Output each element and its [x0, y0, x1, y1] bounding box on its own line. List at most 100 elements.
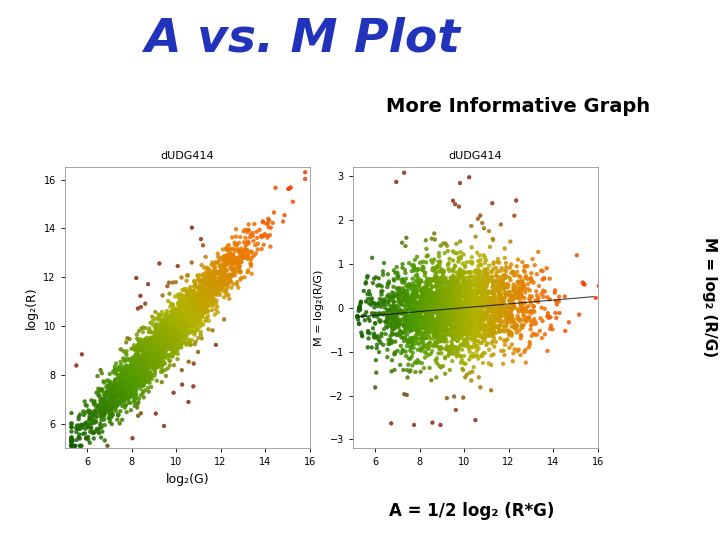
Point	[80, 424, 91, 433]
Point	[96, 409, 108, 418]
Point	[164, 332, 176, 340]
Point	[427, 293, 438, 302]
Point	[157, 336, 168, 345]
Point	[86, 424, 97, 433]
Point	[156, 357, 167, 366]
Point	[445, 310, 456, 319]
Point	[446, 325, 458, 334]
Point	[517, 305, 528, 314]
Point	[368, 332, 379, 340]
Point	[164, 319, 176, 328]
Point	[162, 341, 174, 350]
Point	[442, 327, 454, 335]
Point	[188, 298, 199, 307]
Point	[452, 321, 464, 330]
Point	[424, 301, 436, 309]
Point	[436, 306, 447, 314]
Point	[389, 314, 400, 323]
Point	[158, 335, 170, 343]
Point	[443, 326, 454, 334]
Point	[113, 382, 125, 391]
Point	[495, 297, 507, 306]
Point	[498, 285, 510, 294]
Point	[449, 310, 460, 319]
Point	[148, 346, 159, 355]
Point	[138, 342, 150, 351]
Point	[392, 294, 404, 303]
Point	[222, 273, 233, 282]
Point	[488, 317, 500, 326]
Point	[102, 387, 113, 395]
Point	[149, 334, 161, 343]
Point	[461, 298, 472, 307]
Point	[420, 309, 431, 318]
Point	[459, 301, 471, 309]
Point	[197, 303, 208, 312]
Point	[221, 256, 233, 265]
Point	[107, 380, 118, 388]
Point	[407, 294, 418, 303]
Point	[530, 320, 541, 328]
Point	[520, 358, 531, 367]
Point	[198, 286, 210, 295]
Point	[438, 337, 449, 346]
Point	[404, 367, 415, 376]
Point	[390, 311, 401, 320]
Point	[361, 272, 373, 280]
Point	[135, 343, 146, 352]
Point	[480, 299, 491, 307]
Point	[494, 307, 505, 315]
Point	[186, 303, 197, 312]
Point	[498, 295, 510, 303]
Point	[180, 309, 192, 318]
Point	[447, 315, 459, 324]
Point	[361, 273, 373, 282]
Point	[457, 277, 469, 286]
Point	[471, 285, 482, 293]
Point	[534, 327, 546, 335]
Point	[164, 326, 176, 335]
Point	[444, 330, 456, 339]
Point	[504, 297, 516, 306]
Point	[89, 397, 100, 406]
Point	[176, 312, 187, 320]
Point	[162, 332, 174, 340]
Point	[176, 338, 187, 346]
Point	[129, 402, 140, 410]
Point	[127, 378, 139, 387]
Point	[516, 323, 528, 332]
Point	[162, 341, 174, 349]
Point	[176, 315, 188, 324]
Point	[450, 332, 462, 341]
Point	[155, 361, 166, 369]
Point	[84, 428, 96, 436]
Point	[144, 349, 156, 357]
Point	[117, 347, 129, 355]
Point	[142, 340, 153, 349]
Point	[398, 322, 410, 330]
Point	[95, 412, 107, 421]
Point	[194, 293, 206, 301]
Point	[191, 307, 202, 316]
Point	[194, 275, 206, 284]
Point	[201, 299, 212, 308]
Point	[197, 294, 208, 303]
Point	[495, 308, 507, 317]
Point	[190, 300, 202, 308]
Point	[125, 378, 137, 387]
Point	[104, 406, 116, 414]
Point	[463, 281, 474, 290]
Point	[165, 299, 176, 308]
Point	[134, 345, 145, 353]
Point	[179, 325, 191, 334]
Point	[474, 260, 486, 268]
Point	[408, 305, 420, 313]
Point	[168, 309, 180, 318]
Point	[127, 369, 139, 377]
Point	[154, 320, 166, 329]
Point	[143, 348, 154, 357]
Point	[71, 428, 82, 436]
Point	[183, 306, 194, 315]
Point	[491, 272, 503, 281]
Point	[447, 301, 459, 310]
